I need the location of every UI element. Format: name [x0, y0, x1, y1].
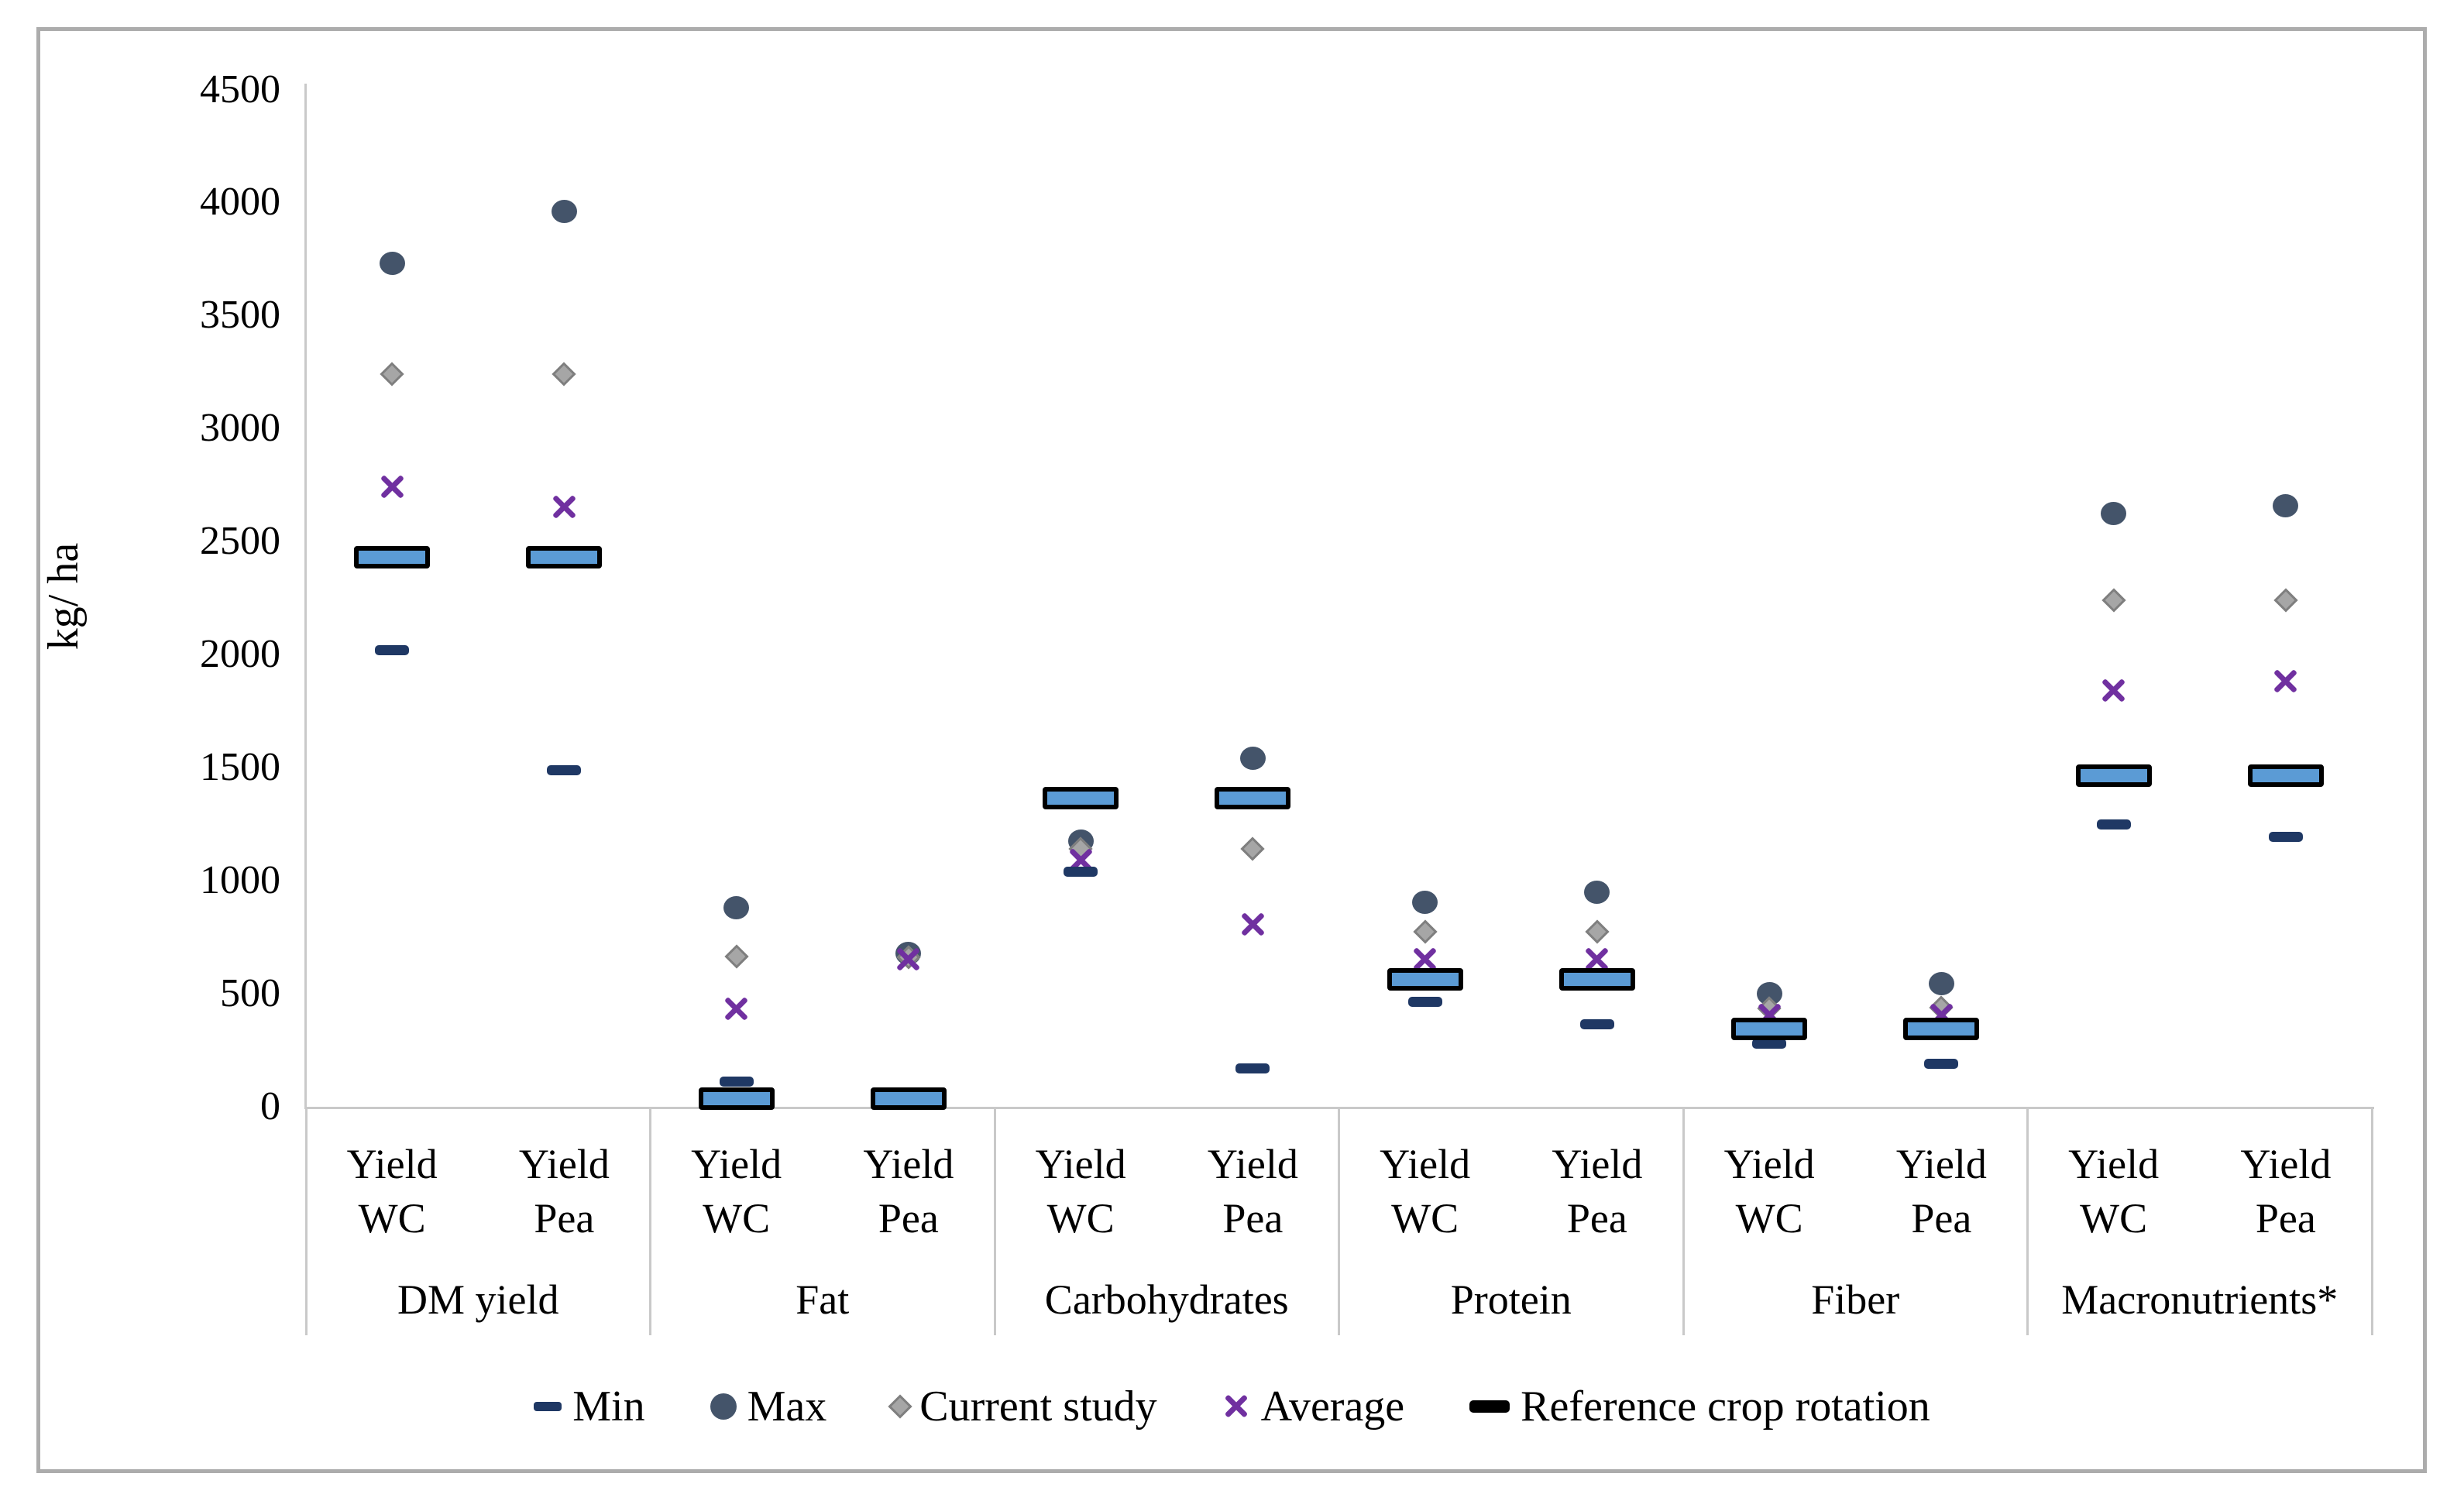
average-marker [2271, 668, 2300, 696]
column-label: Yield WC [1380, 1141, 1471, 1242]
column-label: Yield Pea [2240, 1141, 2332, 1242]
legend: Min Max Current study Average Reference crop… [0, 1369, 2464, 1444]
category-divider [1682, 1108, 1685, 1335]
min-marker [1235, 1063, 1270, 1073]
category-divider [304, 1108, 308, 1335]
y-tick-label: 0 [260, 1084, 280, 1128]
category-divider [2026, 1108, 2029, 1335]
column-label: Yield Pea [863, 1141, 954, 1242]
reference-crop-rotation-marker [1387, 967, 1463, 991]
max-marker [1584, 880, 1610, 904]
group-label: Protein [1450, 1276, 1572, 1323]
average-marker [722, 995, 751, 1024]
y-tick-label: 500 [220, 971, 280, 1016]
min-marker [1579, 1018, 1614, 1029]
x-legend-icon [1222, 1393, 1250, 1420]
legend-label: Max [747, 1382, 827, 1431]
average-marker [378, 473, 407, 502]
figure-border [36, 27, 2427, 1473]
max-marker [1412, 890, 1438, 914]
average-marker [894, 946, 923, 974]
category-divider [649, 1108, 651, 1335]
legend-label: Current study [919, 1382, 1157, 1431]
y-tick-label: 3500 [200, 293, 280, 338]
y-tick-label: 2500 [200, 519, 280, 564]
column-label: Yield WC [691, 1141, 782, 1242]
max-marker [551, 200, 577, 224]
group-label: Fat [796, 1276, 850, 1323]
min-marker [547, 764, 582, 775]
min-marker [1407, 996, 1442, 1007]
reference-crop-rotation-marker [526, 546, 603, 569]
min-marker [2268, 831, 2303, 842]
average-marker [1239, 911, 1267, 939]
group-label: Macronutrients* [2061, 1276, 2339, 1323]
y-axis-title: kg/ ha [40, 542, 88, 651]
max-marker [1239, 747, 1266, 771]
group-label: Carbohydrates [1044, 1276, 1289, 1323]
y-tick-label: 1500 [200, 745, 280, 790]
y-axis-line [304, 84, 307, 1108]
circle-legend-icon [710, 1393, 737, 1420]
y-tick-label: 2000 [200, 632, 280, 677]
reference-crop-rotation-marker [698, 1087, 775, 1111]
column-label: Yield Pea [1207, 1141, 1298, 1242]
legend-item-min: Min [534, 1382, 645, 1431]
max-marker [2101, 501, 2127, 525]
diamond-legend-icon [888, 1394, 912, 1419]
reference-crop-rotation-marker [1903, 1017, 1980, 1040]
thick-dash-legend-icon [1469, 1400, 1510, 1413]
max-marker [2273, 493, 2299, 517]
max-marker [379, 252, 405, 276]
reference-crop-rotation-marker [354, 546, 431, 569]
legend-label: Min [572, 1382, 645, 1431]
min-marker [1064, 866, 1098, 877]
legend-item-average: Average [1222, 1382, 1405, 1431]
reference-crop-rotation-marker [870, 1087, 947, 1111]
category-divider [2370, 1108, 2373, 1335]
y-tick-label: 4500 [200, 67, 280, 112]
y-tick-label: 1000 [200, 858, 280, 903]
column-label: Yield WC [1035, 1141, 1126, 1242]
reference-crop-rotation-marker [2075, 764, 2152, 787]
legend-label: Average [1260, 1382, 1405, 1431]
reference-crop-rotation-marker [1215, 787, 1291, 810]
legend-item-current_study: Current study [888, 1382, 1157, 1431]
category-divider [993, 1108, 996, 1335]
average-marker [550, 493, 579, 522]
max-marker [723, 896, 750, 920]
group-label: Fiber [1811, 1276, 1900, 1323]
reference-crop-rotation-marker [2247, 764, 2324, 787]
min-marker [1752, 1038, 1787, 1049]
column-label: Yield WC [1723, 1141, 1815, 1242]
legend-item-reference_crop_rotation: Reference crop rotation [1469, 1383, 1930, 1430]
legend-item-max: Max [710, 1382, 827, 1431]
column-label: Yield Pea [518, 1141, 610, 1242]
reference-crop-rotation-marker [1043, 787, 1119, 810]
group-label: DM yield [397, 1276, 559, 1323]
column-label: Yield Pea [1895, 1141, 1987, 1242]
y-tick-label: 4000 [200, 180, 280, 225]
min-marker [719, 1077, 754, 1087]
category-divider [1338, 1108, 1340, 1335]
min-marker [1924, 1059, 1959, 1070]
column-label: Yield Pea [1552, 1141, 1643, 1242]
reference-crop-rotation-marker [1731, 1017, 1808, 1040]
column-label: Yield WC [346, 1141, 438, 1242]
y-tick-label: 3000 [200, 406, 280, 451]
legend-label: Reference crop rotation [1521, 1382, 1930, 1431]
reference-crop-rotation-marker [1558, 967, 1635, 991]
column-label: Yield WC [2068, 1141, 2160, 1242]
average-marker [2099, 676, 2128, 705]
min-marker [375, 644, 410, 655]
dash-legend-icon [534, 1402, 562, 1411]
max-marker [1928, 971, 1954, 995]
min-marker [2096, 819, 2131, 830]
